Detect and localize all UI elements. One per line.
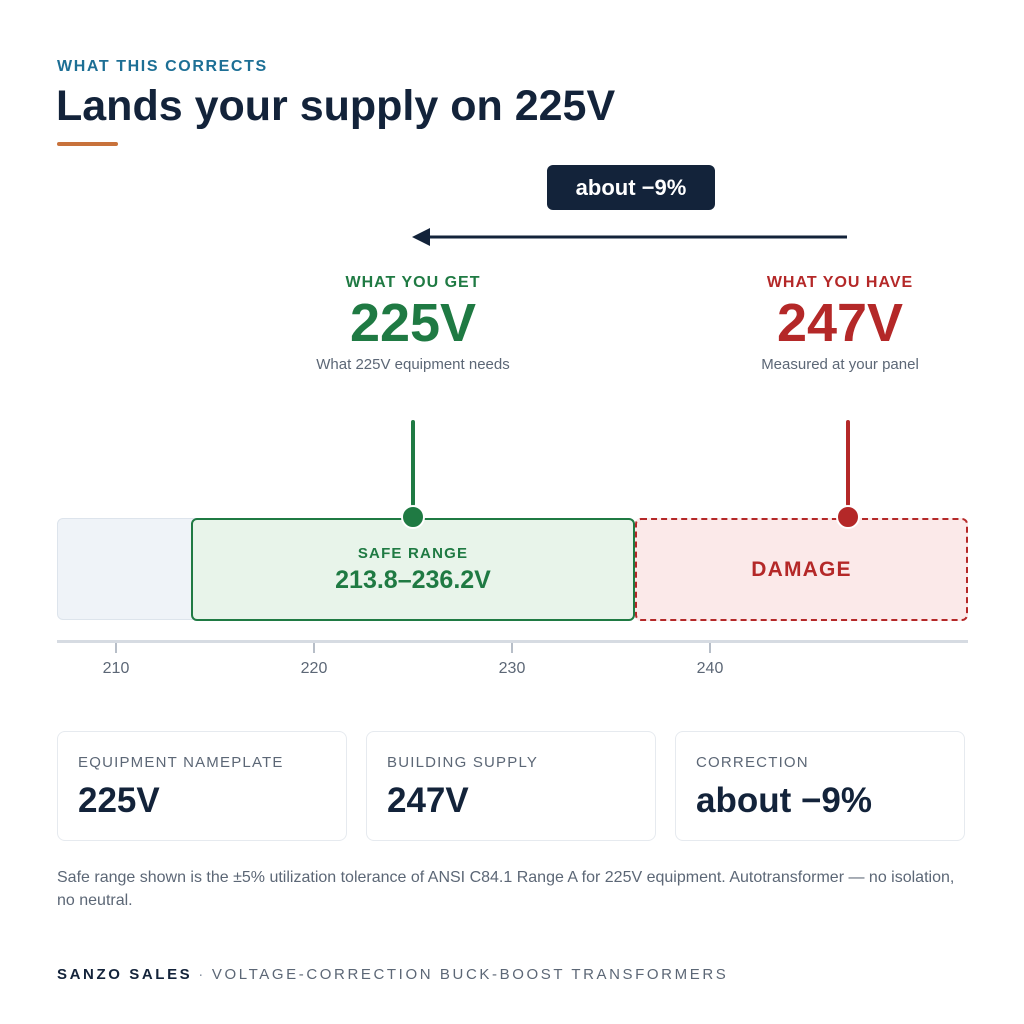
current-value: 247V <box>776 293 904 353</box>
axis-tick <box>709 643 711 653</box>
voltage-axis <box>57 640 968 643</box>
stat-card-key: BUILDING SUPPLY <box>387 754 539 771</box>
axis-tick-label: 220 <box>300 660 328 677</box>
axis-tick-label: 230 <box>498 660 526 677</box>
footnote: Safe range shown is the ±5% utilization … <box>57 869 955 909</box>
accent-rule <box>57 142 118 146</box>
axis-tick <box>511 643 513 653</box>
damage-label: DAMAGE <box>751 557 852 581</box>
target-marker-stem <box>411 420 415 506</box>
footer-brand-row: SANZO SALES · VOLTAGE-CORRECTION BUCK-BOOS… <box>57 966 728 983</box>
target-caption: What 225V equipment needs <box>316 356 510 373</box>
brand-name: SANZO SALES <box>57 966 193 983</box>
stat-card-value: 247V <box>387 781 469 820</box>
page-title: Lands your supply on 225V <box>56 82 616 130</box>
current-marker-stem <box>846 420 850 506</box>
stat-card-nameplate: EQUIPMENT NAMEPLATE 225V <box>57 731 347 841</box>
target-label: WHAT YOU GET <box>345 274 481 291</box>
separator: · <box>198 966 206 983</box>
safe-range-value: 213.8–236.2V <box>335 565 491 594</box>
eyebrow: WHAT THIS CORRECTS <box>57 58 268 75</box>
current-label: WHAT YOU HAVE <box>766 274 914 291</box>
target-marker-dot <box>401 505 425 529</box>
stat-card-key: EQUIPMENT NAMEPLATE <box>78 754 284 771</box>
safe-range-segment: SAFE RANGE 213.8–236.2V <box>191 518 635 621</box>
stat-card-value: about −9% <box>696 781 873 820</box>
stat-card-key: CORRECTION <box>696 754 809 771</box>
target-value: 225V <box>349 293 477 353</box>
target-voltage-block: WHAT YOU GET 225V What 225V equipment ne… <box>283 274 543 373</box>
safe-range-label: SAFE RANGE <box>357 544 469 562</box>
stat-card-value: 225V <box>78 781 160 820</box>
current-caption: Measured at your panel <box>761 356 919 373</box>
axis-tick-label: 240 <box>696 660 724 677</box>
delta-pill: about −9% <box>547 165 715 210</box>
axis-tick <box>313 643 315 653</box>
stat-card-supply: BUILDING SUPPLY 247V <box>366 731 656 841</box>
axis-tick <box>115 643 117 653</box>
arrow-left-icon <box>412 228 847 246</box>
current-marker-dot <box>836 505 860 529</box>
current-voltage-block: WHAT YOU HAVE 247V Measured at your pane… <box>720 274 960 373</box>
stat-card-correction: CORRECTION about −9% <box>675 731 965 841</box>
undervoltage-segment <box>57 518 209 620</box>
brand-tagline: VOLTAGE-CORRECTION BUCK-BOOST TRANSFORME… <box>211 966 729 983</box>
damage-segment: DAMAGE <box>635 518 968 621</box>
axis-tick-label: 210 <box>102 660 130 677</box>
